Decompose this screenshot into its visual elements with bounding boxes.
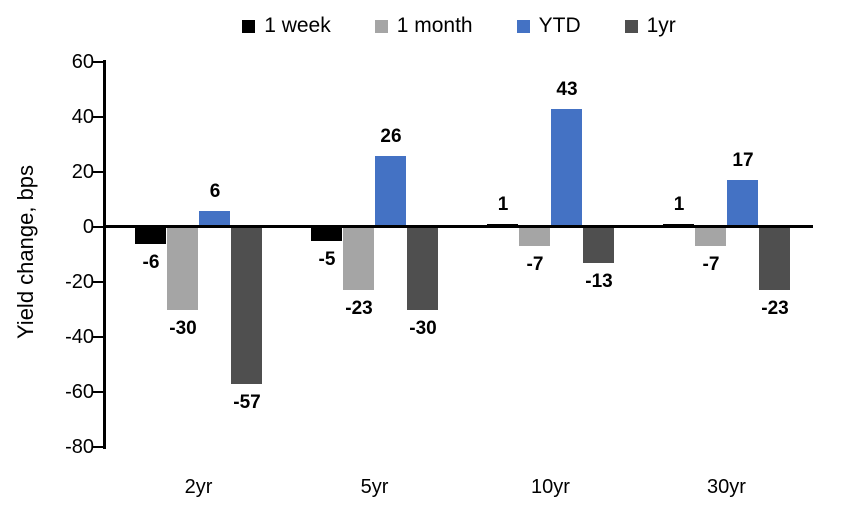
bar-1yr-10yr <box>583 227 614 263</box>
bar-value-label: -13 <box>585 270 613 292</box>
y-tick-label: 60 <box>71 51 94 73</box>
x-category-label: 5yr <box>360 476 389 498</box>
bar-value-label: -30 <box>169 317 197 339</box>
bar-value-label: 43 <box>556 78 578 100</box>
legend-item-3: 1yr <box>624 13 676 39</box>
y-tick-label: 0 <box>82 216 94 238</box>
legend-label: 1 month <box>396 14 473 37</box>
bar-1-month-10yr <box>519 227 550 247</box>
legend-label: 1 week <box>264 14 331 37</box>
bar-value-label: -23 <box>345 298 373 320</box>
bar-value-label: 1 <box>673 194 685 216</box>
y-axis-tick <box>93 281 104 283</box>
bar-value-label: 17 <box>732 150 754 172</box>
y-tick-label: -40 <box>65 326 94 348</box>
chart-legend: 1 week 1 month YTD 1yr <box>105 12 813 40</box>
y-axis-tick <box>93 391 104 393</box>
bar-1yr-2yr <box>231 227 262 384</box>
legend-swatch-icon <box>242 19 256 33</box>
y-axis-tick <box>93 61 104 63</box>
bar-value-label: -23 <box>761 298 789 320</box>
bar-value-label: -5 <box>318 248 336 270</box>
legend-label: 1yr <box>646 14 676 37</box>
x-category-label: 30yr <box>707 476 746 498</box>
bar-1-week-5yr <box>311 227 342 241</box>
y-axis-tick <box>93 226 104 228</box>
bar-1-month-2yr <box>167 227 198 310</box>
bar-value-label: -30 <box>409 317 437 339</box>
y-axis-tick <box>93 446 104 448</box>
y-tick-label: -60 <box>65 381 94 403</box>
legend-swatch-icon <box>374 19 388 33</box>
legend-swatch-icon <box>516 19 530 33</box>
y-axis-line <box>103 60 106 449</box>
y-axis-tick <box>93 171 104 173</box>
bar-value-label: 6 <box>209 180 221 202</box>
bar-YTD-10yr <box>551 108 582 227</box>
x-category-label: 10yr <box>531 476 570 498</box>
legend-item-0: 1 week <box>242 13 331 39</box>
y-axis-title-text: Yield change, bps <box>13 164 38 340</box>
bar-value-label: -57 <box>233 391 261 413</box>
y-tick-label: 20 <box>71 161 94 183</box>
x-category-label: 2yr <box>184 476 213 498</box>
y-tick-label: -20 <box>65 271 94 293</box>
bar-value-label: -6 <box>142 251 160 273</box>
bar-1yr-5yr <box>407 227 438 310</box>
bar-YTD-2yr <box>199 210 230 227</box>
y-tick-label: 40 <box>71 106 94 128</box>
bar-1-month-30yr <box>695 227 726 247</box>
y-axis-tick <box>93 336 104 338</box>
y-tick-label: -80 <box>65 436 94 458</box>
legend-item-1: 1 month <box>374 13 473 39</box>
bar-1-week-2yr <box>135 227 166 244</box>
bar-value-label: -7 <box>702 254 720 276</box>
legend-item-2: YTD <box>516 13 581 39</box>
bar-1-month-5yr <box>343 227 374 291</box>
legend-label: YTD <box>538 14 581 37</box>
bar-YTD-30yr <box>727 180 758 227</box>
y-axis-tick <box>93 116 104 118</box>
bar-value-label: 1 <box>497 194 509 216</box>
legend-swatch-icon <box>624 19 638 33</box>
bar-YTD-5yr <box>375 155 406 227</box>
zero-line <box>103 225 813 228</box>
bar-1yr-30yr <box>759 227 790 291</box>
bar-value-label: -7 <box>526 254 544 276</box>
bar-value-label: 26 <box>380 125 402 147</box>
